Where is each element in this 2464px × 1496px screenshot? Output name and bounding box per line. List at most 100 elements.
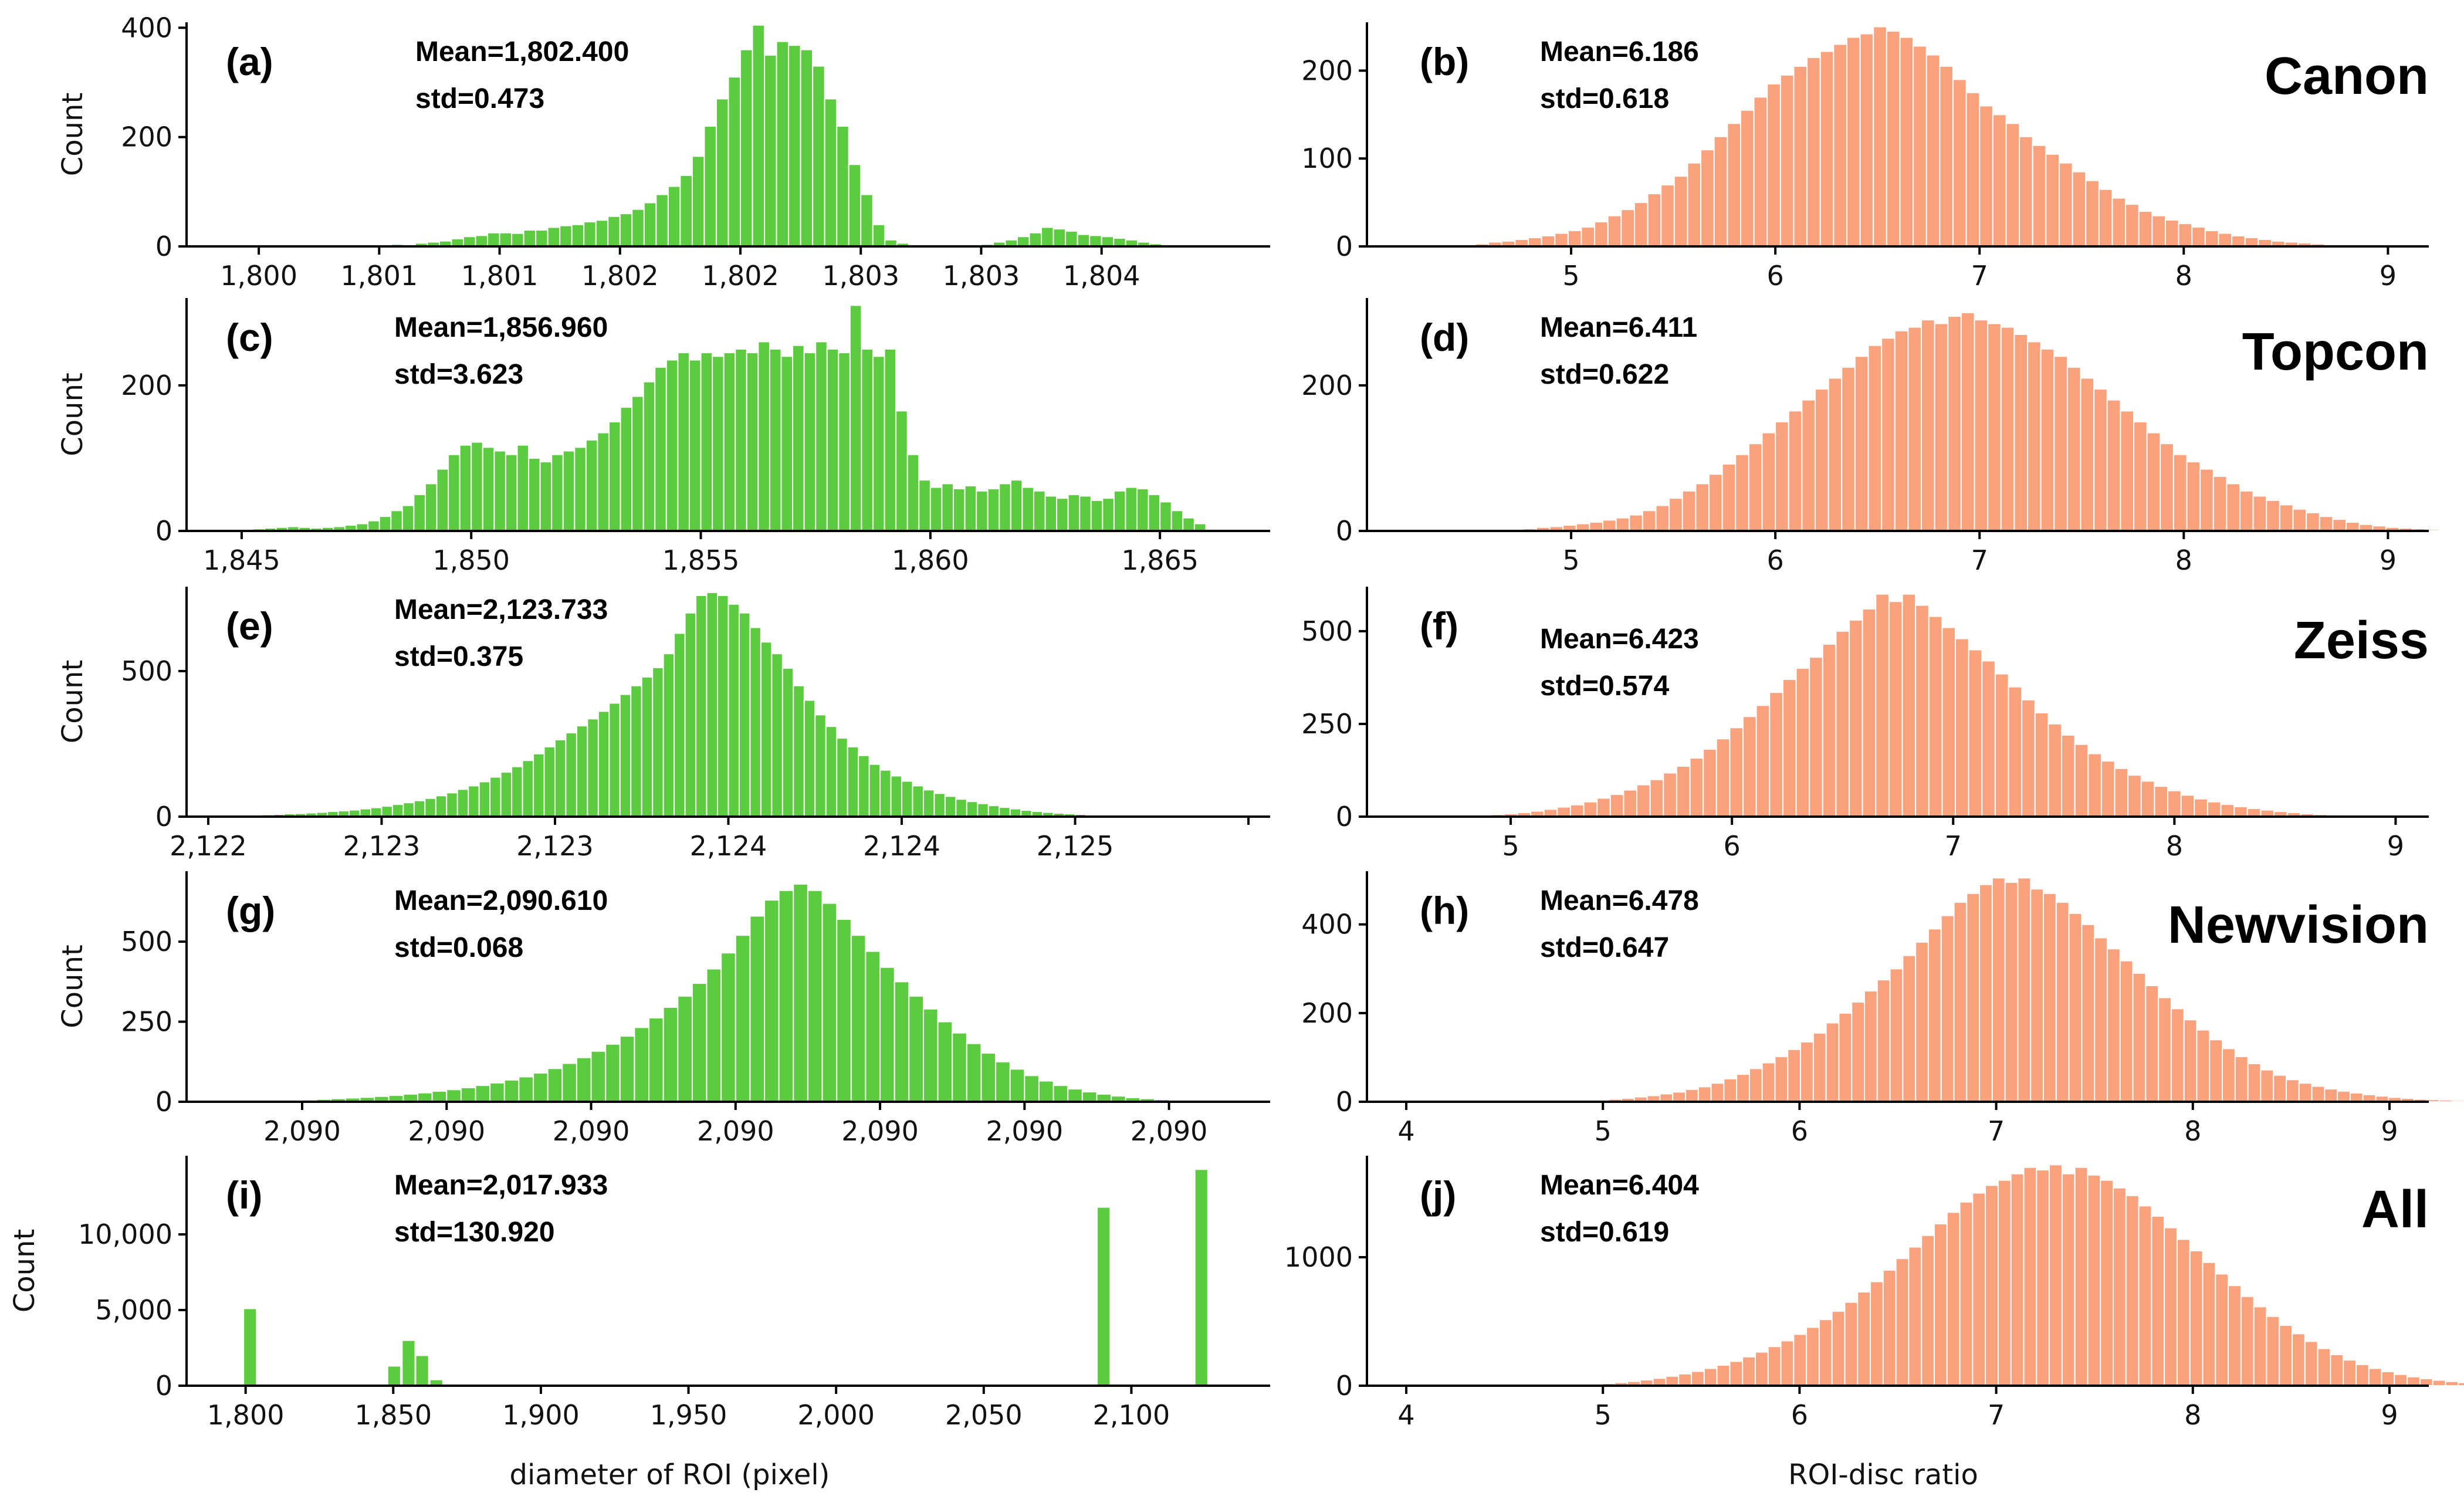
xlabel-i: diameter of ROI (pixel) [510, 1458, 830, 1491]
xtick-label-g-2: 2,090 [553, 1115, 630, 1147]
bar-d-71 [2452, 529, 2464, 532]
bar-d-32 [1934, 323, 1949, 532]
bar-f-47 [2100, 760, 2116, 817]
xtick-label-a-5: 1,803 [822, 260, 899, 292]
xtick-label-h-1: 5 [1595, 1115, 1612, 1147]
bar-c-54 [861, 348, 874, 532]
bar-f-40 [2008, 686, 2023, 818]
bar-b-60 [2244, 237, 2259, 248]
bar-c-42 [723, 352, 736, 532]
bar-f-26 [1822, 644, 1837, 817]
bar-e-24 [489, 776, 502, 818]
bar-c-70 [1044, 495, 1058, 532]
bar-g-21 [533, 1072, 549, 1102]
bar-j-38 [2049, 1164, 2063, 1386]
bar-d-20 [1775, 421, 1789, 532]
ytick-label-b-0: 0 [1336, 231, 1353, 262]
ylabel-a: Count [56, 93, 89, 177]
std-c: std=3.623 [394, 359, 523, 390]
xtick-label-e-4: 2,124 [863, 830, 940, 862]
bar-c-69 [1033, 490, 1046, 532]
bars-j [1563, 1164, 2464, 1387]
bar-a-28 [571, 224, 585, 248]
bar-b-24 [1766, 83, 1781, 248]
bar-a-49 [824, 98, 838, 247]
bar-g-50 [952, 1032, 967, 1103]
bar-h-59 [2337, 1090, 2351, 1103]
bar-b-32 [1873, 26, 1887, 247]
bar-d-42 [2066, 366, 2081, 532]
xtick-label-g-4: 2,090 [841, 1115, 919, 1147]
bar-d-13 [1681, 490, 1697, 532]
bar-c-68 [1021, 486, 1034, 532]
bar-f-11 [1623, 789, 1638, 817]
bar-h-21 [1851, 1001, 1866, 1102]
bar-j-34 [1997, 1179, 2012, 1386]
bar-f-37 [1968, 649, 1983, 818]
bar-e-16 [402, 802, 415, 817]
bar-j-26 [1895, 1258, 1910, 1387]
bar-c-73 [1079, 495, 1092, 532]
ytick-label-j-0: 0 [1336, 1370, 1353, 1402]
bar-g-20 [518, 1076, 534, 1103]
bar-f-34 [1928, 615, 1943, 818]
bar-h-16 [1787, 1048, 1802, 1102]
bar-h-14 [1761, 1062, 1776, 1102]
bar-g-15 [446, 1089, 462, 1102]
bar-a-72 [1101, 236, 1115, 248]
bar-j-68 [2432, 1379, 2446, 1387]
bar-g-42 [836, 918, 852, 1102]
bar-d-18 [1748, 443, 1763, 532]
xtick-label-f-2: 7 [1945, 830, 1962, 862]
bar-c-23 [505, 453, 518, 532]
bar-e-21 [456, 788, 469, 817]
bar-e-41 [673, 632, 686, 818]
bar-b-18 [1687, 162, 1702, 247]
ytick-label-h-0: 0 [1336, 1086, 1353, 1118]
bar-d-14 [1695, 483, 1710, 532]
bar-h-12 [1736, 1074, 1750, 1103]
bar-f-13 [1649, 779, 1664, 817]
bar-c-55 [872, 356, 885, 532]
device-label-f: Zeiss [2294, 611, 2429, 670]
bar-d-15 [1708, 473, 1723, 532]
ytick-label-d-1: 200 [1301, 370, 1353, 401]
bar-c-39 [688, 359, 702, 532]
bar-e-62 [901, 780, 913, 817]
bar-f-12 [1636, 784, 1651, 818]
bar-j-63 [2368, 1368, 2382, 1387]
std-g: std=0.068 [394, 932, 523, 963]
bar-j-19 [1806, 1326, 1820, 1386]
bar-d-63 [2345, 522, 2360, 532]
bar-d-38 [2013, 334, 2029, 532]
bar-g-44 [865, 950, 881, 1103]
xtick-label-a-3: 1,802 [581, 260, 659, 292]
bar-f-45 [2074, 743, 2089, 818]
bar-d-34 [1960, 312, 1975, 532]
bar-c-20 [471, 441, 483, 532]
bar-e-56 [836, 737, 848, 817]
bar-f-42 [2034, 712, 2049, 818]
xtick-label-g-5: 2,090 [986, 1115, 1063, 1147]
bar-b-40 [1979, 105, 1993, 247]
bar-a-37 [679, 174, 693, 247]
xtick-label-f-4: 9 [2387, 830, 2404, 862]
xtick-label-i-0: 1,800 [207, 1399, 285, 1431]
bar-g-40 [807, 889, 823, 1102]
bar-g-16 [460, 1087, 476, 1102]
bar-g-55 [1024, 1075, 1040, 1103]
bar-e-63 [912, 785, 924, 818]
bar-c-13 [390, 510, 403, 532]
bar-e-68 [966, 801, 979, 818]
ytick-label-f-2: 500 [1301, 615, 1353, 647]
xtick-label-d-1: 6 [1767, 544, 1784, 576]
xtick-label-c-4: 1,865 [1121, 544, 1199, 576]
xtick-label-d-4: 9 [2380, 544, 2397, 576]
bars-d [1509, 312, 2464, 532]
device-label-b: Canon [2265, 47, 2429, 106]
xtick-label-a-7: 1,804 [1063, 260, 1140, 292]
bar-b-42 [2005, 123, 2020, 247]
bar-c-31 [597, 432, 610, 532]
bar-j-49 [2189, 1250, 2204, 1387]
bar-h-49 [2209, 1039, 2223, 1102]
